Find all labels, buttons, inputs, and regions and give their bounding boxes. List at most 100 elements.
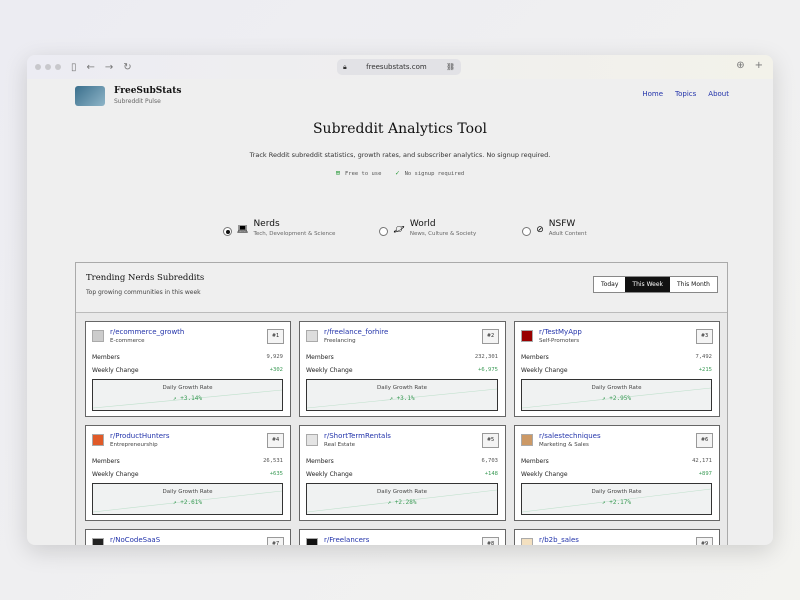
- sidebar-icon[interactable]: ▯: [71, 61, 77, 73]
- window-controls[interactable]: [35, 64, 61, 70]
- address-bar[interactable]: 🔒︎ freesubstats.com ⛓︎: [337, 59, 461, 75]
- planet-icon: 🪐︎: [393, 225, 405, 235]
- growth-sparkline: [307, 388, 497, 409]
- subreddit-name[interactable]: r/ecommerce_growth: [110, 328, 185, 336]
- subreddit-category: Freelancing: [324, 338, 356, 344]
- subreddit-category: Marketing & Sales: [539, 442, 589, 448]
- subreddit-grid: r/ecommerce_growth E-commerce #1 Members …: [85, 321, 720, 545]
- rank-badge: #8: [482, 537, 499, 545]
- radio-world[interactable]: [379, 227, 389, 236]
- category-world[interactable]: 🪐︎ World News, Culture & Society: [379, 219, 476, 237]
- subreddit-name[interactable]: r/freelance_forhire: [324, 328, 389, 336]
- growth-label: Daily Growth Rate: [377, 385, 427, 391]
- gift-icon: ⊞: [335, 169, 340, 177]
- lock-icon: 🔒︎: [343, 62, 347, 71]
- weekly-value: +635: [269, 471, 283, 477]
- nav-topics[interactable]: Topics: [675, 90, 697, 98]
- radio-nerds[interactable]: [223, 227, 232, 236]
- weekly-value: +215: [698, 367, 712, 373]
- growth-box: Daily Growth Rate ↗ +3.14%: [92, 379, 283, 411]
- subreddit-card[interactable]: r/b2b_sales Marketing & Sales #9: [514, 529, 720, 545]
- check-circle-icon: ✓: [395, 169, 400, 177]
- brand-tagline: Subreddit Pulse: [114, 98, 161, 105]
- growth-box: Daily Growth Rate ↗ +2.95%: [521, 379, 712, 411]
- back-icon[interactable]: ←: [86, 61, 95, 73]
- subreddit-name[interactable]: r/TestMyApp: [539, 328, 582, 336]
- feature-nosignup: ✓ No signup required: [395, 169, 465, 177]
- subreddit-name[interactable]: r/ProductHunters: [110, 432, 170, 440]
- nav-about[interactable]: About: [708, 90, 729, 98]
- tab-this-week[interactable]: This Week: [625, 277, 671, 292]
- subreddit-card[interactable]: r/ecommerce_growth E-commerce #1 Members …: [85, 321, 291, 417]
- eye-off-icon: ⊘: [536, 225, 544, 235]
- rank-badge: #2: [482, 329, 499, 344]
- weekly-label: Weekly Change: [92, 471, 139, 478]
- growth-box: Daily Growth Rate ↗ +3.1%: [306, 379, 498, 411]
- subreddit-category: Entrepreneurship: [110, 442, 158, 448]
- members-value: 9,929: [266, 354, 283, 360]
- weekly-value: +148: [484, 471, 498, 477]
- growth-box: Daily Growth Rate ↗ +2.28%: [306, 483, 498, 515]
- members-value: 6,703: [481, 458, 498, 464]
- link-icon[interactable]: ⛓︎: [446, 63, 455, 71]
- subreddit-category: Real Estate: [324, 442, 356, 448]
- growth-label: Daily Growth Rate: [377, 489, 427, 495]
- subreddit-card[interactable]: r/salestechniques Marketing & Sales #6 Me…: [514, 425, 720, 521]
- category-nerds[interactable]: 💻︎ Nerds Tech, Development & Science: [223, 219, 335, 237]
- browser-toolbar: ▯ ← → ↻ 🔒︎ freesubstats.com ⛓︎ ⊕ +: [27, 55, 773, 79]
- category-nsfw[interactable]: ⊘ NSFW Adult Content: [522, 219, 587, 237]
- members-label: Members: [521, 458, 549, 465]
- growth-label: Daily Growth Rate: [591, 489, 642, 495]
- growth-value: ↗ +2.28%: [387, 499, 417, 506]
- growth-value: ↗ +3.14%: [173, 395, 202, 402]
- subreddit-card[interactable]: r/ShortTermRentals Real Estate #5 Members…: [299, 425, 506, 521]
- subreddit-name[interactable]: r/salestechniques: [539, 432, 601, 440]
- subreddit-avatar: [92, 330, 104, 342]
- rank-badge: #3: [696, 329, 713, 344]
- growth-value: ↗ +2.17%: [602, 499, 631, 506]
- subreddit-name[interactable]: r/Freelancers: [324, 536, 370, 544]
- download-icon[interactable]: ⊕: [736, 60, 745, 71]
- members-label: Members: [306, 458, 334, 465]
- top-nav: Home Topics About: [642, 90, 729, 98]
- rank-badge: #7: [267, 537, 284, 545]
- subreddit-name[interactable]: r/NoCodeSaaS: [110, 536, 161, 544]
- logo[interactable]: [75, 86, 105, 106]
- subreddit-card[interactable]: r/Freelancers Freelancing #8: [299, 529, 506, 545]
- subreddit-avatar: [521, 330, 533, 342]
- subreddit-card[interactable]: r/NoCodeSaaS Entrepreneurship #7: [85, 529, 291, 545]
- subreddit-card[interactable]: r/TestMyApp Self-Promoters #3 Members 7,4…: [514, 321, 720, 417]
- subreddit-avatar: [92, 434, 104, 446]
- trending-section: Trending Nerds Subreddits Top growing co…: [75, 262, 728, 545]
- period-tabs: Today This Week This Month: [593, 276, 718, 293]
- members-label: Members: [521, 354, 549, 361]
- rank-badge: #4: [267, 433, 284, 448]
- weekly-label: Weekly Change: [306, 367, 353, 374]
- tab-this-month[interactable]: This Month: [670, 277, 717, 292]
- subreddit-name[interactable]: r/b2b_sales: [539, 536, 579, 544]
- subreddit-category: Self-Promoters: [539, 338, 580, 344]
- category-selector: 💻︎ Nerds Tech, Development & Science 🪐︎ Wor…: [223, 219, 587, 237]
- subreddit-name[interactable]: r/ShortTermRentals: [324, 432, 391, 440]
- growth-value: ↗ +3.1%: [389, 395, 415, 402]
- subreddit-card[interactable]: r/ProductHunters Entrepreneurship #4 Memb…: [85, 425, 291, 521]
- weekly-label: Weekly Change: [521, 471, 568, 478]
- tab-today[interactable]: Today: [594, 277, 626, 292]
- feature-list: ⊞ Free to use ✓ No signup required: [27, 169, 773, 177]
- reload-icon[interactable]: ↻: [123, 61, 132, 73]
- weekly-label: Weekly Change: [306, 471, 353, 478]
- growth-sparkline: [93, 490, 282, 513]
- radio-nsfw[interactable]: [522, 227, 532, 236]
- rank-badge: #6: [696, 433, 713, 448]
- new-tab-icon[interactable]: +: [754, 60, 763, 71]
- forward-icon[interactable]: →: [104, 61, 114, 73]
- rank-badge: #9: [696, 537, 713, 545]
- nav-home[interactable]: Home: [642, 90, 664, 98]
- subreddit-avatar: [92, 538, 104, 545]
- members-label: Members: [92, 354, 120, 361]
- brand-name[interactable]: FreeSubStats: [114, 86, 182, 96]
- members-value: 7,492: [695, 354, 712, 360]
- subreddit-card[interactable]: r/freelance_forhire Freelancing #2 Member…: [299, 321, 506, 417]
- rank-badge: #5: [482, 433, 499, 448]
- growth-box: Daily Growth Rate ↗ +2.61%: [92, 483, 283, 515]
